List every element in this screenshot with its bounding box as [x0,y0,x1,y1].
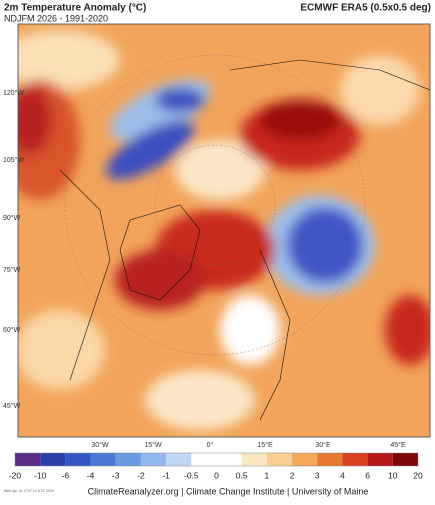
colorbar-label: 6 [365,470,370,480]
map-subtitle: NDJFM 2026 - 1991-2020 [4,13,108,23]
timestamp: Wed Apr 15 17:07:14 UTC 2026 [4,489,54,493]
longitude-label: 0° [207,441,214,449]
colorbar-label: -0.5 [184,470,199,480]
colorbar-label: 3 [315,470,320,480]
colorbar-label: -4 [87,470,95,480]
colorbar-cell [241,453,267,466]
latitude-label: 105°W [3,156,24,164]
colorbar-cell [342,453,368,466]
colorbar-label: -1 [162,470,170,480]
colorbar-cell [292,453,318,466]
colorbar-cell [317,453,343,466]
colorbar-cell [115,453,141,466]
colorbar-cell [367,453,393,466]
latitude-label: 45°W [3,402,21,410]
latitude-label: 120°W [3,89,24,97]
colorbar-label: -6 [62,470,70,480]
colorbar-cell [40,453,66,466]
colorbar-label: 0 [214,470,219,480]
map-title: 2m Temperature Anomaly (°C) [4,3,146,14]
colorbar-cell [65,453,91,466]
colorbar-cell [90,453,116,466]
colorbar-label: -2 [137,470,145,480]
colorbar-cell [191,453,217,466]
colorbar-cell [266,453,293,466]
colorbar-label: 2 [290,470,295,480]
colorbar-label: 1 [265,470,270,480]
colorbar-label: 10 [388,470,398,480]
latitude-label: 90°W [3,214,21,222]
colorbar-cell [392,453,418,466]
map-frame [17,23,431,438]
colorbar-frame [14,452,419,467]
colorbar-cell [140,453,167,466]
longitude-label: 30°E [315,441,331,449]
colorbar-label: 0.5 [236,470,248,480]
longitude-label: 15°E [257,441,273,449]
latitude-label: 60°W [3,326,21,334]
map [18,24,430,437]
colorbar-label: -3 [112,470,120,480]
longitude-label: 45°E [390,441,406,449]
colorbar-label: 4 [340,470,345,480]
colorbar-cell [15,453,41,466]
credits: ClimateReanalyzer.org | Climate Change I… [88,486,369,496]
longitude-label: 15°W [144,441,162,449]
colorbar-label: 20 [413,470,423,480]
dataset-label: ECMWF ERA5 (0.5x0.5 deg) [300,3,431,14]
latitude-label: 75°W [3,266,21,274]
colorbar-label: -10 [34,470,47,480]
colorbar-label: -20 [9,470,22,480]
longitude-label: 30°W [91,441,109,449]
colorbar-cell [166,453,192,466]
colorbar-cell [216,453,242,466]
